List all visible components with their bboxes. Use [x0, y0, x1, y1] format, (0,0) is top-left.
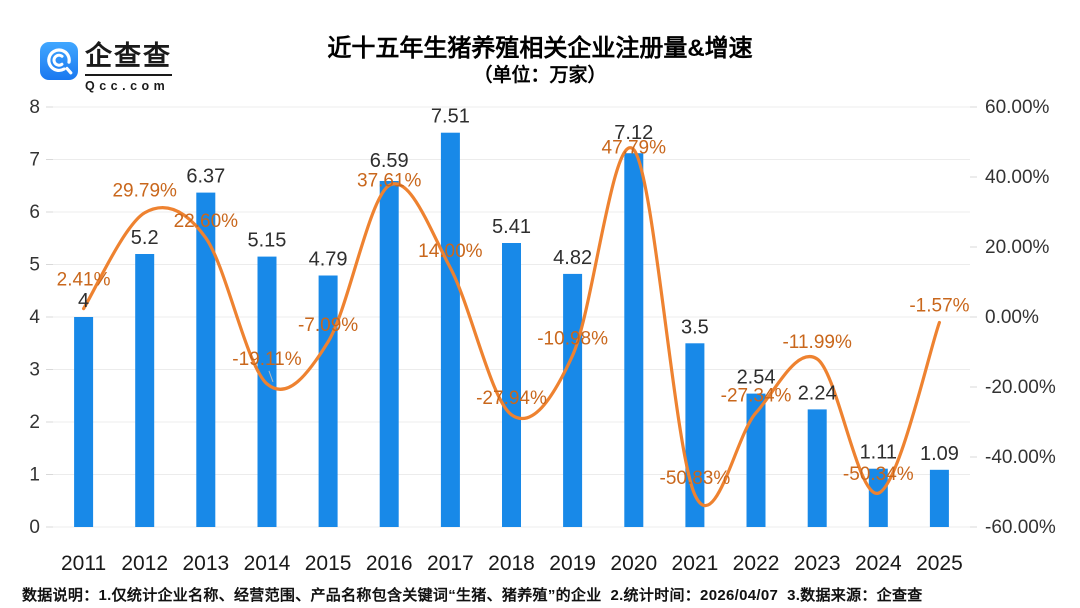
bar-2013 [196, 192, 216, 527]
bar-label-2016: 6.59 [370, 150, 409, 172]
growth-label-2025: -1.57% [909, 295, 969, 316]
bar-2024 [868, 468, 888, 527]
growth-label-2023: -11.99% [782, 332, 851, 353]
x-tick-label: 2017 [427, 552, 474, 575]
bar-label-2017: 7.51 [431, 106, 470, 128]
x-tick-label: 2020 [610, 552, 657, 575]
growth-label-2021: -50.83% [660, 468, 731, 489]
growth-label-2024: -50.34% [843, 464, 914, 485]
growth-label-2022: -27.34% [721, 386, 792, 407]
y-left-label: 2 [29, 412, 40, 433]
growth-label-2020: 47.79% [602, 138, 667, 159]
bar-label-2019: 4.82 [553, 247, 592, 269]
growth-label-2019: -10.98% [537, 328, 608, 349]
growth-label-line [268, 370, 274, 383]
bar-2011 [74, 317, 94, 527]
y-right-label: 40.00% [985, 167, 1050, 188]
y-left-label: 7 [29, 150, 40, 171]
bar-label-2012: 5.2 [131, 227, 159, 249]
chart-title: 近十五年生猪养殖相关企业注册量&增速 [327, 35, 753, 62]
y-left-label: 8 [29, 97, 40, 118]
y-left-label: 5 [29, 255, 40, 276]
x-tick-label: 2023 [794, 552, 841, 575]
x-tick-label: 2014 [244, 552, 291, 575]
growth-label-2015: -7.09% [298, 315, 358, 336]
growth-label-2013: 22.60% [174, 211, 239, 232]
x-tick-label: 2022 [733, 552, 780, 575]
bar-label-2025: 1.09 [920, 443, 959, 465]
x-tick-label: 2012 [121, 552, 168, 575]
x-tick-label: 2011 [61, 552, 106, 575]
logo-domain: Qcc.com [85, 79, 170, 94]
x-tick-label: 2015 [305, 552, 352, 575]
bar-2023 [807, 409, 827, 527]
bar-2016 [379, 181, 399, 527]
bar-label-2020: 7.12 [614, 122, 653, 144]
growth-label-2011: 2.41% [57, 270, 111, 291]
qcc-logo-icon [40, 42, 78, 80]
growth-label-2017: 14.00% [418, 241, 483, 262]
y-left-label: 3 [29, 360, 40, 381]
y-right-label: 20.00% [985, 237, 1050, 258]
bar-2018 [502, 243, 521, 527]
bar-label-2011: 4 [78, 290, 89, 312]
growth-label-2014: -19.11% [232, 349, 301, 370]
growth-label-2012: 29.79% [112, 181, 177, 202]
bar-label-2022: 2.54 [737, 367, 776, 389]
y-right-label: 60.00% [985, 97, 1050, 118]
bar-label-2023: 2.24 [798, 382, 837, 404]
bar-2014 [257, 256, 277, 527]
bar-2015 [318, 275, 338, 527]
x-tick-label: 2021 [672, 552, 719, 575]
y-left-label: 6 [29, 202, 40, 223]
bar-2025 [929, 469, 949, 527]
logo-name: 企查查 [85, 42, 172, 77]
qcc-logo: 企查查 Qcc.com [40, 42, 172, 93]
y-right-label: 0.00% [985, 307, 1039, 328]
data-note: 数据说明：1.仅统计企业名称、经营范围、产品名称包含关键词“生猪、猪养殖”的企业… [22, 587, 923, 604]
bar-label-2018: 5.41 [492, 216, 531, 238]
bar-2019 [563, 273, 583, 527]
bar-label-2015: 4.79 [309, 249, 348, 271]
y-right-label: -40.00% [985, 447, 1056, 468]
bar-2012 [135, 254, 155, 527]
x-tick-label: 2024 [855, 552, 902, 575]
growth-line [82, 146, 941, 507]
y-right-label: -60.00% [985, 517, 1056, 538]
y-right-label: -20.00% [985, 377, 1056, 398]
bar-2022 [746, 393, 766, 527]
growth-label-2016: 37.61% [357, 170, 422, 191]
x-tick-label: 2019 [549, 552, 596, 575]
qcc-logo-text: 企查查 Qcc.com [85, 42, 172, 93]
x-tick-label: 2018 [488, 552, 535, 575]
bar-label-2014: 5.15 [247, 230, 286, 252]
bar-2021 [685, 343, 705, 528]
x-tick-label: 2013 [182, 552, 229, 575]
y-left-label: 0 [29, 517, 40, 538]
y-left-label: 4 [29, 307, 40, 328]
bar-2017 [440, 132, 460, 527]
growth-label-2018: -27.94% [476, 388, 547, 409]
y-left-label: 1 [29, 465, 40, 486]
bar-2020 [624, 153, 644, 527]
x-tick-label: 2016 [366, 552, 413, 575]
x-tick-label: 2025 [916, 552, 963, 575]
bar-label-2024: 1.11 [860, 442, 897, 464]
chart-subtitle: （单位：万家） [473, 65, 607, 86]
bar-label-2021: 3.5 [681, 316, 709, 338]
bar-label-2013: 6.37 [186, 166, 225, 188]
